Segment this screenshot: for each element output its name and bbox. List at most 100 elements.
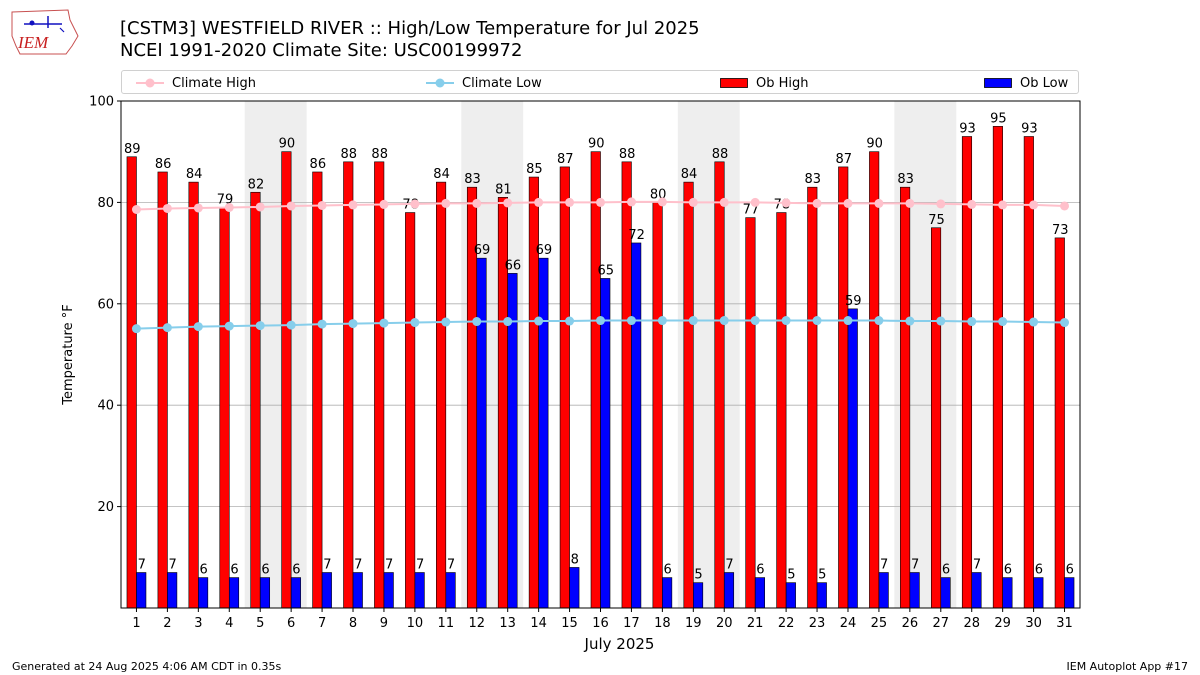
xtick-label-8: 8	[349, 616, 357, 631]
label-ob-high-6: 90	[279, 137, 296, 152]
bar-ob-low-20	[723, 572, 735, 609]
label-ob-high-19: 84	[681, 167, 698, 182]
point-climate-high-15	[565, 197, 575, 207]
legend-item-climate-low: Climate Low	[426, 74, 542, 92]
bar-ob-low-14	[538, 257, 549, 609]
point-climate-low-6	[286, 320, 296, 330]
legend-marker-ob-low	[984, 78, 1012, 88]
label-ob-low-17: 72	[628, 228, 645, 243]
point-climate-low-10	[410, 318, 420, 328]
label-ob-high-5: 82	[248, 177, 265, 192]
xtick-label-24: 24	[840, 616, 857, 631]
y-axis-label: Temperature °F	[61, 304, 76, 405]
bar-ob-low-11	[445, 572, 456, 609]
point-climate-low-16	[596, 316, 605, 326]
bar-ob-high-3	[188, 181, 199, 609]
legend-label-ob-high: Ob High	[756, 75, 809, 91]
point-climate-low-4	[224, 321, 234, 331]
xtick-label-17: 17	[623, 616, 640, 631]
label-ob-high-14: 85	[526, 162, 543, 177]
xtick-label-15: 15	[561, 616, 578, 631]
point-climate-high-28	[967, 199, 977, 209]
bar-ob-low-16	[600, 278, 611, 609]
label-ob-high-23: 83	[805, 172, 822, 187]
ytick-label-60: 60	[97, 297, 114, 312]
point-climate-low-8	[348, 319, 358, 329]
point-climate-high-6	[286, 201, 296, 211]
point-climate-low-27	[936, 316, 946, 326]
bar-ob-low-17	[631, 242, 642, 609]
point-climate-low-28	[967, 317, 977, 327]
point-climate-low-1	[131, 324, 141, 334]
bar-ob-low-18	[662, 577, 673, 609]
point-climate-low-15	[565, 316, 575, 326]
ytick-label-40: 40	[97, 399, 114, 414]
label-ob-low-14: 69	[536, 243, 553, 258]
xtick-label-18: 18	[654, 616, 671, 631]
bar-ob-low-6	[290, 577, 301, 609]
xtick-label-30: 30	[1025, 616, 1042, 631]
point-climate-high-30	[1029, 200, 1039, 210]
point-climate-low-2	[162, 323, 172, 333]
xtick-label-27: 27	[933, 616, 950, 631]
legend-marker-ob-high	[720, 78, 748, 88]
label-ob-high-3: 84	[186, 167, 203, 182]
label-ob-low-24: 59	[845, 294, 862, 309]
label-ob-low-3: 6	[199, 563, 207, 578]
bar-ob-low-12	[476, 257, 487, 609]
label-ob-low-30: 6	[1035, 563, 1043, 578]
point-climate-low-12	[472, 317, 482, 327]
legend-marker-climate-high	[136, 78, 164, 88]
bar-ob-high-1	[126, 156, 137, 609]
xtick-label-2: 2	[163, 616, 171, 631]
xtick-label-10: 10	[407, 616, 424, 631]
xtick-label-14: 14	[530, 616, 547, 631]
label-ob-low-4: 6	[230, 563, 238, 578]
iem-logo: IEM	[11, 9, 79, 55]
bar-ob-low-26	[909, 572, 920, 609]
xtick-label-20: 20	[716, 616, 733, 631]
legend-item-climate-high: Climate High	[136, 74, 256, 92]
legend-label-climate-low: Climate Low	[462, 75, 542, 91]
label-ob-low-29: 6	[1004, 563, 1012, 578]
point-climate-low-30	[1029, 317, 1039, 327]
point-climate-high-4	[224, 202, 234, 212]
footer-generated: Generated at 24 Aug 2025 4:06 AM CDT in …	[12, 660, 282, 673]
point-climate-low-31	[1060, 318, 1070, 328]
bar-ob-low-5	[259, 577, 271, 609]
point-climate-high-20	[719, 197, 729, 207]
xtick-label-5: 5	[256, 616, 264, 631]
bar-ob-low-22	[785, 582, 796, 609]
chart-subtitle: NCEI 1991-2020 Climate Site: USC00199972	[120, 40, 523, 61]
xtick-label-7: 7	[318, 616, 326, 631]
point-climate-low-14	[534, 316, 544, 326]
bar-ob-high-15	[559, 166, 570, 609]
label-ob-low-12: 69	[474, 243, 491, 258]
ytick-label-100: 100	[89, 95, 114, 110]
xtick-label-31: 31	[1056, 616, 1073, 631]
bar-ob-low-24	[847, 308, 858, 609]
label-ob-high-20: 88	[712, 147, 729, 162]
label-ob-low-28: 7	[973, 558, 981, 573]
label-ob-high-26: 83	[897, 172, 914, 187]
label-ob-low-9: 7	[385, 558, 393, 573]
label-ob-high-8: 88	[340, 147, 357, 162]
x-axis-label: July 2025	[584, 635, 655, 653]
point-climate-low-22	[781, 316, 791, 326]
label-ob-low-5: 6	[261, 563, 269, 578]
label-ob-high-30: 93	[1021, 121, 1038, 136]
label-ob-high-2: 86	[155, 157, 172, 172]
bar-ob-high-19	[683, 181, 694, 609]
xtick-label-28: 28	[963, 616, 980, 631]
label-ob-low-1: 7	[138, 558, 146, 573]
point-climate-low-9	[379, 318, 389, 328]
bar-ob-high-11	[436, 181, 447, 609]
ytick-label-80: 80	[97, 196, 114, 211]
bar-ob-low-15	[569, 567, 580, 609]
label-ob-high-24: 87	[835, 152, 852, 167]
point-climate-high-24	[843, 198, 853, 208]
label-ob-low-6: 6	[292, 563, 300, 578]
label-ob-high-12: 83	[464, 172, 481, 187]
point-climate-high-29	[998, 200, 1008, 210]
